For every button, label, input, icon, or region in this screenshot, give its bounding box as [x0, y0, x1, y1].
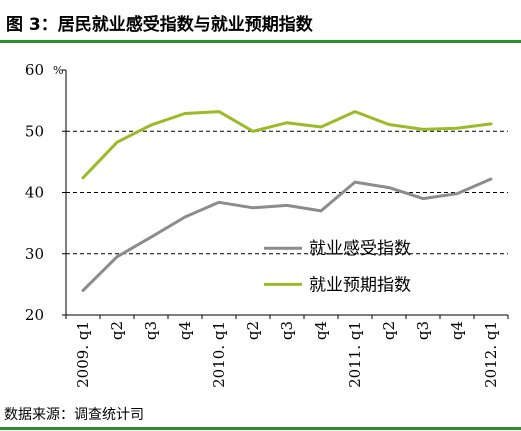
- x-tick-label: 2010. q1: [210, 321, 228, 388]
- y-tick-label-30: 30: [25, 245, 44, 263]
- x-tick-label: q4: [448, 321, 466, 340]
- axes: 20 30 40 50 60 % 2009. q1 q2 q3 q4 2010. q1 q2 q3 q4 2…: [25, 61, 509, 388]
- legend-label-expected: 就业预期指数: [309, 275, 411, 295]
- y-tick-label-40: 40: [25, 184, 44, 202]
- x-tick-label: q2: [244, 321, 262, 340]
- series-line-expected: [81, 110, 493, 180]
- gridlines: [66, 130, 508, 255]
- y-unit-label: %: [53, 64, 63, 77]
- line-chart: 20 30 40 50 60 % 2009. q1 q2 q3 q4 2010. q1 q2 q3 q4 2…: [25, 61, 509, 388]
- x-tick-label: q4: [312, 321, 330, 340]
- x-tick-label: q2: [108, 321, 126, 340]
- figure-title: 图 3：居民就业感受指数与就业预期指数: [6, 15, 313, 35]
- series-lines: [81, 110, 493, 292]
- x-tick-label: 2009. q1: [74, 321, 92, 388]
- x-tick-label: 2012. q1: [482, 321, 500, 388]
- x-tick-label: q4: [176, 321, 194, 340]
- x-tick-label: q3: [278, 321, 296, 340]
- x-tick-label: q3: [414, 321, 432, 340]
- y-tick-label-20: 20: [25, 306, 44, 324]
- series-line-perceived: [81, 177, 493, 292]
- x-tick-label: 2011. q1: [346, 321, 364, 388]
- x-tick-label: q3: [142, 321, 160, 340]
- top-rule: [0, 40, 521, 43]
- y-tick-label-60: 60: [25, 61, 44, 79]
- chart-area: 20 30 40 50 60% 2009. q1 q2 q3 q4 2010. q1 q2 q3 q4 2…: [0, 44, 521, 396]
- legend-label-perceived: 就业感受指数: [309, 239, 411, 259]
- x-tick-label: q2: [380, 321, 398, 340]
- bottom-rule: [0, 427, 521, 430]
- source-note: 数据来源：调查统计司: [4, 407, 144, 423]
- figure-title-bar: 图 3：居民就业感受指数与就业预期指数: [0, 0, 521, 40]
- y-tick-label-50: 50: [25, 122, 44, 140]
